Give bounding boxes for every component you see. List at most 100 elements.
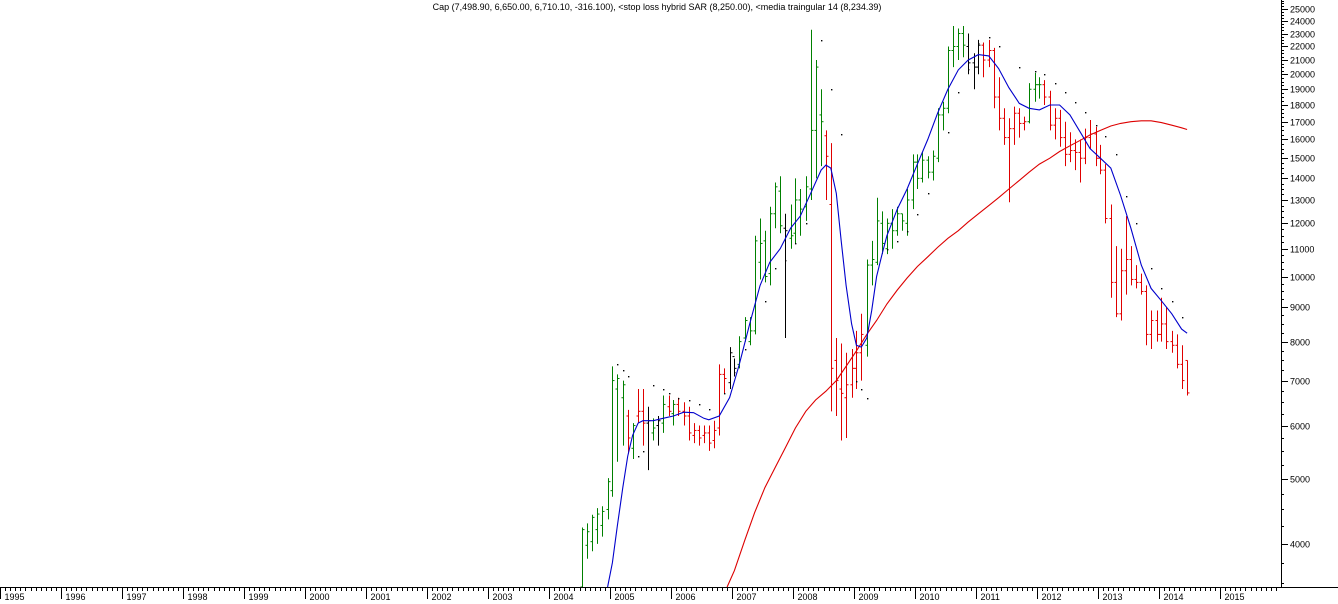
sar-dot	[978, 43, 980, 45]
ohlc-bar	[758, 218, 763, 280]
ohlc-bar	[621, 380, 626, 446]
ohlc-bar	[722, 368, 727, 394]
sar-dot	[968, 69, 970, 71]
slow-moving-average-layer	[726, 120, 1188, 588]
sar-dot	[999, 46, 1001, 48]
ohlc-bar	[783, 213, 788, 338]
ohlc-bar	[920, 152, 925, 183]
ohlc-bar	[946, 46, 951, 114]
ohlc-bar	[936, 108, 941, 163]
ohlc-bar	[1149, 310, 1154, 350]
ohlc-bar	[1083, 128, 1088, 165]
sar-dot	[1065, 92, 1067, 94]
ohlc-bar	[1119, 248, 1124, 321]
ohlc-bar	[900, 213, 905, 231]
ohlc-bar	[992, 47, 997, 109]
ohlc-bar	[600, 506, 605, 537]
ohlc-bar	[865, 259, 870, 357]
ohlc-bar	[961, 26, 966, 58]
y-tick-label: 7000	[1290, 377, 1310, 387]
y-tick-label: 13000	[1290, 196, 1315, 206]
x-tick-label: 2014	[1164, 592, 1184, 602]
ohlc-bar	[1114, 246, 1119, 318]
x-tick-label: 2008	[798, 592, 818, 602]
ohlc-bar	[1159, 297, 1164, 342]
sar-dot	[785, 260, 787, 262]
sar-dot	[678, 398, 680, 400]
ohlc-bar	[606, 478, 611, 520]
sar-dot	[831, 89, 833, 91]
sar-dot	[653, 385, 655, 387]
ohlc-bar	[915, 154, 920, 189]
x-tick-label: 2005	[615, 592, 635, 602]
sar-dot	[867, 398, 869, 400]
ohlc-bar	[793, 178, 798, 244]
x-tick-label: 2004	[554, 592, 574, 602]
x-tick-label: 2011	[981, 592, 1000, 602]
ohlc-bar	[1129, 246, 1134, 286]
x-tick-label: 2009	[859, 592, 879, 602]
chart-title: Cap (7,498.90, 6,650.00, 6,710.10, -316.…	[433, 2, 882, 12]
sar-dot	[841, 134, 843, 136]
sar-dot	[948, 132, 950, 134]
sar-dot	[1136, 223, 1138, 225]
x-tick-label: 2007	[737, 592, 757, 602]
triangular-moving-average-line	[607, 54, 1188, 588]
sar-dot	[1161, 288, 1163, 290]
ohlc-bars-layer	[580, 26, 1190, 588]
y-tick-label: 14000	[1290, 174, 1315, 184]
ohlc-bar	[1139, 273, 1144, 295]
ohlc-bar	[585, 523, 590, 559]
sar-dot	[1044, 74, 1046, 76]
ohlc-bar	[671, 399, 676, 426]
sar-dot	[669, 393, 671, 395]
sar-dot	[861, 389, 863, 391]
ohlc-bar	[682, 402, 687, 426]
ohlc-bar	[1073, 139, 1078, 171]
sar-dot	[699, 404, 701, 406]
sar-dot	[907, 231, 909, 233]
ohlc-bar	[1180, 345, 1185, 390]
sar-dot	[897, 241, 899, 243]
sar-dot	[628, 376, 630, 378]
ohlc-bar	[834, 337, 839, 416]
y-tick-label: 25000	[1290, 5, 1315, 15]
sar-dot	[795, 243, 797, 245]
y-tick-label: 19000	[1290, 85, 1315, 95]
y-tick-label: 10000	[1290, 273, 1315, 283]
sar-dot	[663, 389, 665, 391]
sar-dot	[1019, 67, 1021, 69]
x-tick-label: 1996	[66, 592, 86, 602]
y-tick-label: 22000	[1290, 42, 1315, 52]
x-tick-label: 2001	[371, 592, 391, 602]
y-tick-label: 5000	[1290, 475, 1310, 485]
y-tick-label: 20000	[1290, 70, 1315, 80]
sar-dot	[821, 40, 823, 42]
ohlc-bar	[798, 188, 803, 236]
sar-dot	[856, 381, 858, 383]
ohlc-bar	[702, 425, 707, 444]
ohlc-bar	[590, 514, 595, 552]
y-tick-label: 6000	[1290, 422, 1310, 432]
ohlc-bar	[1042, 80, 1047, 106]
sar-dot	[775, 268, 777, 270]
ohlc-bar	[1094, 126, 1099, 167]
sar-dot	[709, 409, 711, 411]
sar-dot	[1055, 83, 1057, 85]
ohlc-bar	[667, 395, 672, 416]
ohlc-bar	[778, 176, 783, 234]
ohlc-bar	[1164, 307, 1169, 350]
x-tick-label: 2002	[432, 592, 452, 602]
ohlc-bar	[595, 508, 600, 544]
y-tick-label: 18000	[1290, 101, 1315, 111]
sar-dot	[638, 456, 640, 458]
x-tick-label: 2003	[493, 592, 513, 602]
y-tick-label: 21000	[1290, 56, 1315, 66]
x-tick-label: 2000	[310, 592, 330, 602]
x-tick-label: 2012	[1042, 592, 1062, 602]
ohlc-bar	[1017, 108, 1022, 138]
x-tick-label: 2010	[920, 592, 940, 602]
ohlc-bar	[880, 211, 885, 255]
